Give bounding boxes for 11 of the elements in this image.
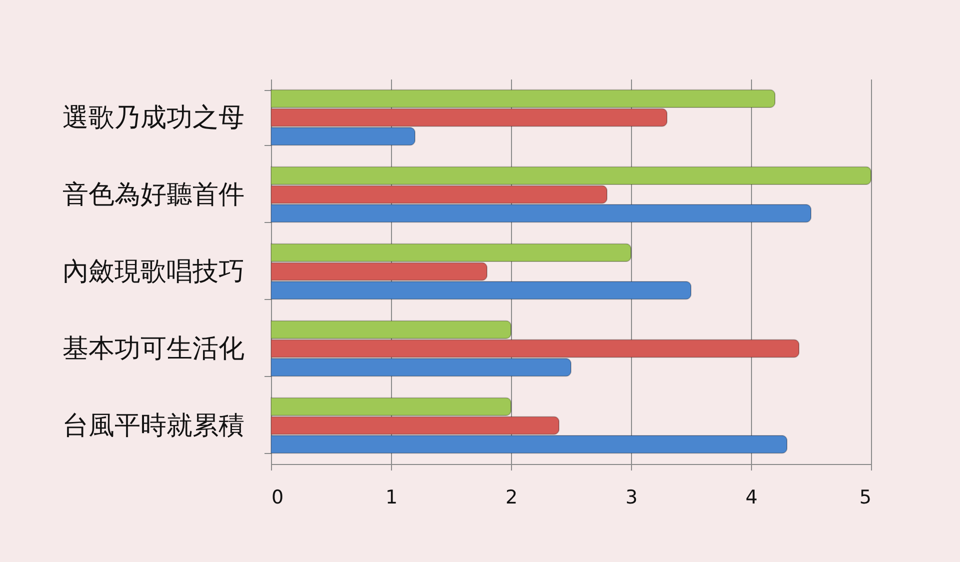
y-tick-label: 內斂現歌唱技巧 (62, 257, 244, 287)
x-tick-label: 1 (385, 486, 398, 508)
y-tick-label: 台風平時就累積 (62, 411, 244, 441)
y-tick-label: 基本功可生活化 (62, 334, 244, 364)
x-tick-label: 5 (859, 486, 872, 508)
x-tick-label: 4 (745, 486, 758, 508)
y-tick-label: 音色為好聽首件 (62, 180, 244, 210)
x-tick-label: 2 (505, 486, 518, 508)
x-tick-label: 3 (625, 486, 638, 508)
y-tick-label: 選歌乃成功之母 (62, 103, 244, 133)
x-tick-label: 0 (272, 486, 284, 508)
